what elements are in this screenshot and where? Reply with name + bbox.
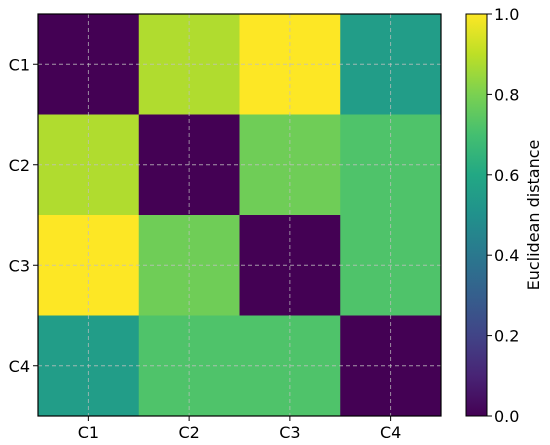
y-tick-label: C4 — [9, 357, 30, 376]
colorbar-tick-label: 0.2 — [494, 327, 519, 346]
colorbar — [465, 13, 488, 417]
y-tick-label: C3 — [9, 256, 30, 275]
colorbar-tick-label: 0.6 — [494, 166, 519, 185]
x-tick-label: C4 — [380, 423, 401, 442]
x-tick-label: C1 — [78, 423, 99, 442]
y-tick-label: C1 — [9, 55, 30, 74]
y-axis: C1 C2 C3 C4 — [9, 55, 38, 376]
colorbar-label: Euclidean distance — [524, 140, 543, 291]
colorbar-tick-label: 0.4 — [494, 246, 519, 265]
colorbar-tick-label: 1.0 — [494, 5, 519, 24]
grid-lines — [38, 14, 441, 416]
heatmap-cells — [38, 14, 442, 417]
x-tick-label: C3 — [279, 423, 300, 442]
colorbar-tick-label: 0.8 — [494, 85, 519, 104]
plot-frame — [37, 13, 442, 417]
colorbar-ticks: 0.0 0.2 0.4 0.6 0.8 1.0 — [487, 5, 519, 426]
x-axis: C1 C2 C3 C4 — [78, 416, 401, 442]
y-tick-label: C2 — [9, 156, 30, 175]
colorbar-tick-label: 0.0 — [494, 407, 519, 426]
x-tick-label: C2 — [178, 423, 199, 442]
